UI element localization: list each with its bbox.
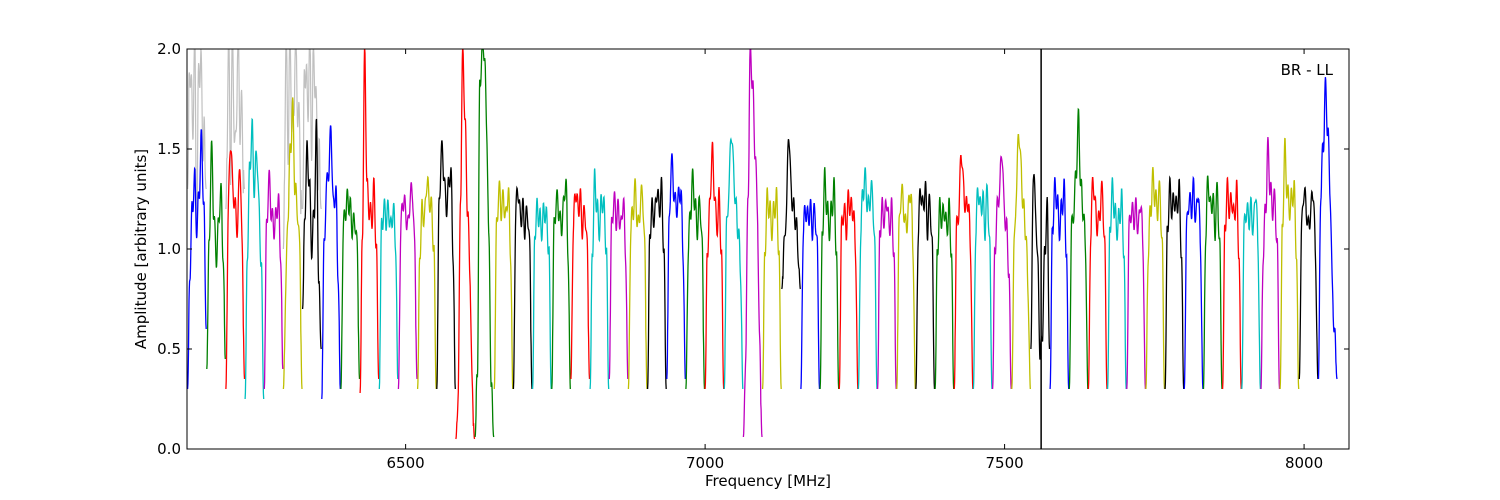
channel-curve-53 — [1183, 175, 1204, 390]
channel-curve-22 — [589, 168, 610, 390]
channel-curve-10 — [359, 49, 380, 394]
series-layer — [187, 49, 1338, 440]
channel-curve-1 — [187, 129, 207, 390]
channel-curve-27 — [685, 168, 706, 390]
channel-curve-33 — [800, 198, 821, 390]
channel-curve-2 — [206, 140, 226, 370]
channel-curve-13 — [416, 175, 437, 390]
channel-curve-25 — [646, 176, 667, 390]
channel-curve-12 — [397, 182, 418, 390]
channel-curve-59 — [1298, 186, 1319, 380]
channel-curve-36 — [857, 167, 878, 390]
y-axis-ticks: 0.0 0.5 1.0 1.5 2.0 — [157, 40, 1349, 458]
channel-curve-20 — [551, 178, 571, 390]
channel-curve-54 — [1202, 175, 1223, 390]
channel-curve-35 — [838, 189, 859, 390]
channel-curve-56 — [1241, 196, 1262, 390]
channel-curve-26 — [666, 153, 686, 380]
channel-curve-58 — [1279, 137, 1300, 390]
channel-curve-24 — [627, 178, 648, 390]
channel-curve-19 — [531, 197, 552, 390]
channel-curve-9 — [340, 188, 361, 390]
y-tick-label: 0.5 — [157, 340, 181, 358]
channel-curve-50 — [1126, 197, 1147, 390]
channel-curve-18 — [512, 185, 533, 390]
channel-curve-42 — [972, 182, 993, 390]
y-tick-label: 0.0 — [157, 440, 181, 458]
channel-curve-41 — [953, 154, 974, 390]
y-tick-label: 1.5 — [157, 140, 181, 158]
x-tick-label: 7500 — [985, 454, 1023, 472]
baseline-annotation: BR - LL — [1281, 61, 1334, 79]
channel-curve-31 — [761, 187, 782, 390]
channel-curve-16 — [474, 49, 495, 438]
channel-curve-34 — [819, 167, 840, 390]
channel-curve-57 — [1260, 136, 1281, 390]
channel-curve-3 — [225, 149, 246, 390]
channel-curve-8 — [321, 125, 341, 400]
channel-curve-37 — [876, 196, 897, 390]
channel-curve-30 — [742, 49, 763, 438]
flagged-channel-2 — [225, 49, 246, 210]
channel-curve-28 — [704, 141, 725, 390]
y-tick-label: 1.0 — [157, 240, 181, 258]
channel-curve-32 — [781, 138, 801, 290]
channel-curve-4 — [244, 117, 265, 400]
channel-curve-21 — [570, 188, 591, 380]
channel-curve-14 — [436, 140, 456, 390]
channel-curve-11 — [378, 198, 399, 390]
channel-curve-38 — [896, 183, 916, 390]
channel-curve-23 — [608, 191, 629, 380]
channel-curve-7 — [301, 118, 322, 350]
channel-curve-40 — [934, 196, 955, 390]
channel-curve-51 — [1145, 167, 1166, 390]
channel-curve-44 — [1011, 133, 1031, 390]
y-axis-label: Amplitude [arbitrary units] — [132, 149, 150, 349]
x-axis-label: Frequency [MHz] — [705, 472, 831, 490]
flagged-channel-4 — [302, 49, 322, 210]
channel-curve-52 — [1164, 175, 1185, 390]
channel-curve-6 — [282, 97, 303, 390]
channel-curve-17 — [493, 180, 514, 390]
channel-curve-60 — [1317, 77, 1338, 380]
x-tick-label: 8000 — [1285, 454, 1323, 472]
y-tick-label: 2.0 — [157, 40, 181, 58]
channel-curve-45 — [1030, 173, 1051, 360]
channel-curve-46 — [1049, 177, 1070, 390]
x-axis-ticks: 6500 7000 7500 8000 — [387, 49, 1323, 472]
channel-curve-5 — [263, 169, 284, 390]
x-tick-label: 6500 — [387, 454, 425, 472]
channel-curve-29 — [723, 137, 744, 390]
channel-curve-43 — [991, 155, 1012, 390]
channel-curve-39 — [915, 180, 936, 390]
channel-curve-15 — [455, 49, 476, 440]
channel-curve-48 — [1087, 176, 1108, 390]
channel-curve-47 — [1068, 107, 1089, 390]
channel-curve-49 — [1106, 177, 1127, 390]
channel-curve-55 — [1221, 176, 1242, 390]
x-tick-label: 7000 — [686, 454, 724, 472]
